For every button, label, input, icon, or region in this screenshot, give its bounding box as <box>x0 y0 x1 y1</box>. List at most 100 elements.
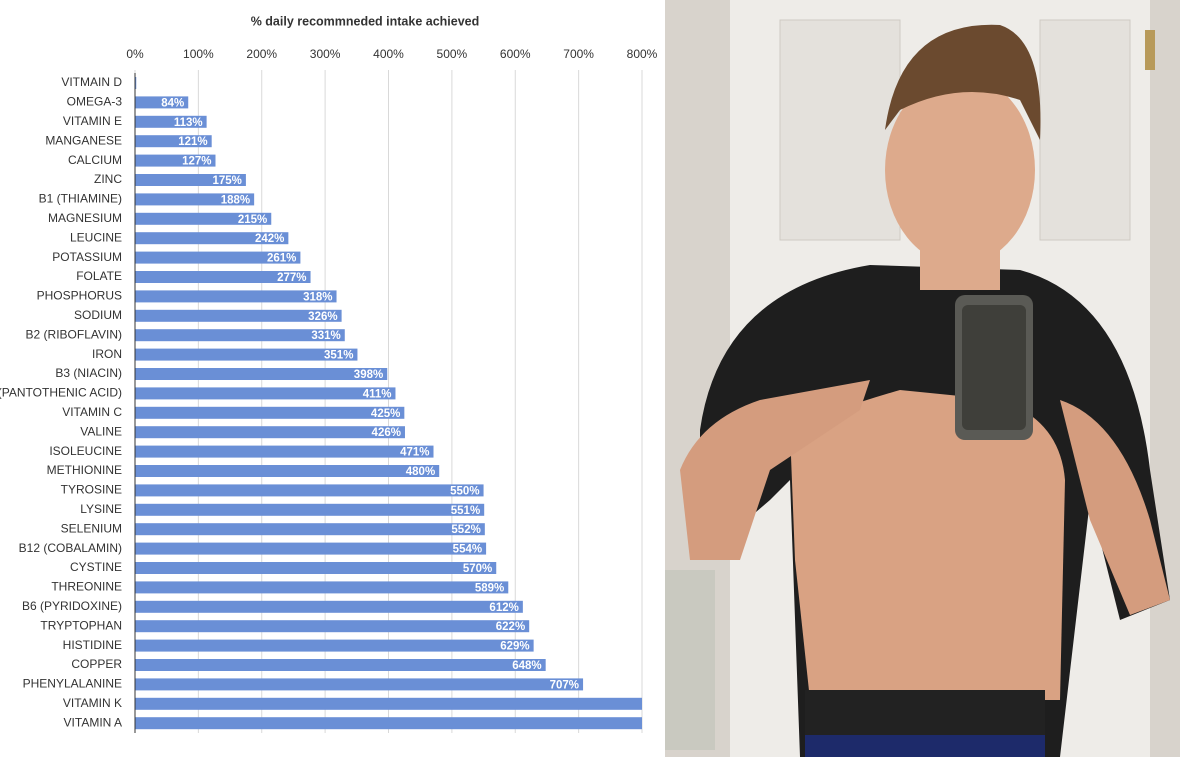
bar <box>135 697 642 710</box>
y-tick-label: MANGANESE <box>45 133 122 147</box>
bar <box>135 135 212 148</box>
x-tick-label: 600% <box>500 47 531 61</box>
y-tick-label: B1 (THIAMINE) <box>39 192 122 206</box>
y-tick-label: B2 (RIBOFLAVIN) <box>26 327 122 341</box>
y-tick-label: B6 (PYRIDOXINE) <box>22 599 122 613</box>
value-label: 277% <box>277 272 306 284</box>
value-label: 629% <box>500 641 529 653</box>
bar <box>135 445 434 458</box>
value-label: 480% <box>406 466 435 478</box>
bar <box>135 193 255 206</box>
y-tick-label: LEUCINE <box>70 230 122 244</box>
bar <box>135 271 311 283</box>
y-tick-label: METHIONINE <box>47 463 122 477</box>
value-label: 113% <box>174 117 203 129</box>
chart-title: % daily recommneded intake achieved <box>251 14 480 28</box>
bar <box>135 406 405 419</box>
y-tick-label: IRON <box>92 347 122 361</box>
value-label: 589% <box>475 582 504 594</box>
value-label: 215% <box>238 214 267 226</box>
y-tick-label: VITAMIN C <box>62 405 122 419</box>
x-tick-label: 200% <box>246 47 277 61</box>
bar <box>135 542 487 555</box>
y-tick-label: VALINE <box>80 424 122 438</box>
value-label: 84% <box>161 97 184 109</box>
y-tick-label: ZINC <box>94 172 122 186</box>
value-label: 411% <box>363 388 392 400</box>
value-label: 426% <box>372 427 401 439</box>
y-tick-label: VITMAIN D <box>61 75 122 89</box>
bar <box>135 717 642 730</box>
x-tick-label: 400% <box>373 47 404 61</box>
bar <box>135 503 485 516</box>
bar <box>135 678 584 691</box>
x-tick-label: 500% <box>437 47 468 61</box>
y-tick-label: TYROSINE <box>61 483 122 497</box>
y-tick-label: CYSTINE <box>70 560 122 574</box>
bar <box>135 174 246 186</box>
value-label: 425% <box>371 408 400 420</box>
value-label: 612% <box>489 602 518 614</box>
bar <box>135 659 546 671</box>
y-tick-label: SODIUM <box>74 308 122 322</box>
bar <box>135 290 337 303</box>
value-label: 398% <box>354 369 383 381</box>
bar <box>135 368 388 380</box>
bar <box>135 329 345 342</box>
value-label: 242% <box>255 233 284 245</box>
bar <box>135 484 484 497</box>
y-tick-label: COPPER <box>71 657 122 671</box>
bar <box>135 154 216 167</box>
y-tick-label: SELENIUM <box>61 521 122 535</box>
value-label: 121% <box>178 136 207 148</box>
bar <box>135 620 530 633</box>
y-tick-label: B12 (COBALAMIN) <box>19 541 122 555</box>
value-label: 2 <box>126 78 132 90</box>
value-label: 551% <box>451 505 480 517</box>
y-tick-label: VITAMIN K <box>63 696 122 710</box>
bar <box>135 639 534 652</box>
x-tick-label: 0% <box>126 47 144 61</box>
y-tick-label: LYSINE <box>80 502 122 516</box>
value-label: 175% <box>212 175 241 187</box>
y-tick-label: POTASSIUM <box>52 250 122 264</box>
x-tick-label: 100% <box>183 47 214 61</box>
value-label: 127% <box>182 156 211 168</box>
bar <box>135 309 342 322</box>
value-label: 188% <box>221 194 250 206</box>
y-tick-label: PHENYLALANINE <box>23 677 122 691</box>
value-label: 622% <box>496 621 525 633</box>
bar <box>135 77 137 89</box>
value-label: 331% <box>311 330 340 342</box>
bar <box>135 465 440 477</box>
value-label: 550% <box>450 485 479 497</box>
y-tick-label: ISOLEUCINE <box>49 444 122 458</box>
bar <box>135 348 358 361</box>
bar <box>135 426 405 439</box>
bar <box>135 212 272 225</box>
x-tick-label: 800% <box>627 47 658 61</box>
x-tick-label: 700% <box>563 47 594 61</box>
value-label: 471% <box>400 447 429 459</box>
value-label: 554% <box>453 544 482 556</box>
y-tick-label: VITAMIN E <box>63 114 122 128</box>
y-tick-label: TRYPTOPHAN <box>40 618 122 632</box>
y-tick-label: THREONINE <box>51 580 122 594</box>
bar <box>135 523 485 536</box>
value-label: 261% <box>267 253 296 265</box>
bar <box>135 387 396 400</box>
y-tick-label: CALCIUM <box>68 153 122 167</box>
bar <box>135 600 523 613</box>
bar <box>135 232 289 245</box>
bar <box>135 562 497 574</box>
value-label: 648% <box>512 660 541 672</box>
y-tick-label: (PANTOTHENIC ACID) <box>0 386 122 400</box>
bar <box>135 115 207 128</box>
value-label: 326% <box>308 311 337 323</box>
y-tick-label: B3 (NIACIN) <box>55 366 122 380</box>
x-tick-label: 300% <box>310 47 341 61</box>
value-label: 570% <box>463 563 492 575</box>
y-tick-label: VITAMIN A <box>64 715 122 729</box>
